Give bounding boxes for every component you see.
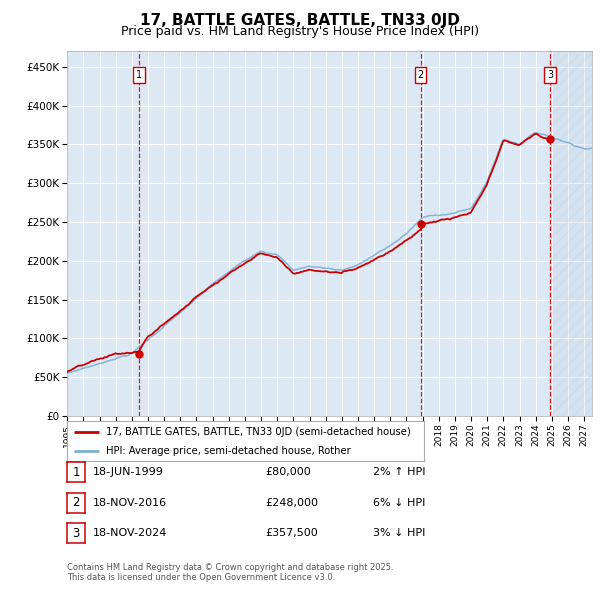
Text: £357,500: £357,500 [265, 529, 318, 538]
Text: 2: 2 [73, 496, 80, 509]
Text: 18-NOV-2016: 18-NOV-2016 [92, 498, 167, 507]
Text: 6% ↓ HPI: 6% ↓ HPI [373, 498, 425, 507]
Text: 18-NOV-2024: 18-NOV-2024 [92, 529, 167, 538]
Text: £248,000: £248,000 [265, 498, 318, 507]
Text: 2% ↑ HPI: 2% ↑ HPI [373, 467, 426, 477]
Text: Contains HM Land Registry data © Crown copyright and database right 2025.
This d: Contains HM Land Registry data © Crown c… [67, 563, 394, 582]
Text: HPI: Average price, semi-detached house, Rother: HPI: Average price, semi-detached house,… [106, 447, 351, 456]
Text: 17, BATTLE GATES, BATTLE, TN33 0JD: 17, BATTLE GATES, BATTLE, TN33 0JD [140, 13, 460, 28]
Text: 3% ↓ HPI: 3% ↓ HPI [373, 529, 425, 538]
Text: Price paid vs. HM Land Registry's House Price Index (HPI): Price paid vs. HM Land Registry's House … [121, 25, 479, 38]
Bar [550, 51, 592, 416]
Text: £80,000: £80,000 [265, 467, 311, 477]
Text: 2: 2 [418, 70, 424, 80]
Text: 3: 3 [73, 527, 80, 540]
Text: 1: 1 [73, 466, 80, 478]
Text: 1: 1 [136, 70, 142, 80]
Text: 17, BATTLE GATES, BATTLE, TN33 0JD (semi-detached house): 17, BATTLE GATES, BATTLE, TN33 0JD (semi… [106, 428, 411, 438]
Text: 18-JUN-1999: 18-JUN-1999 [92, 467, 163, 477]
Text: 3: 3 [547, 70, 553, 80]
